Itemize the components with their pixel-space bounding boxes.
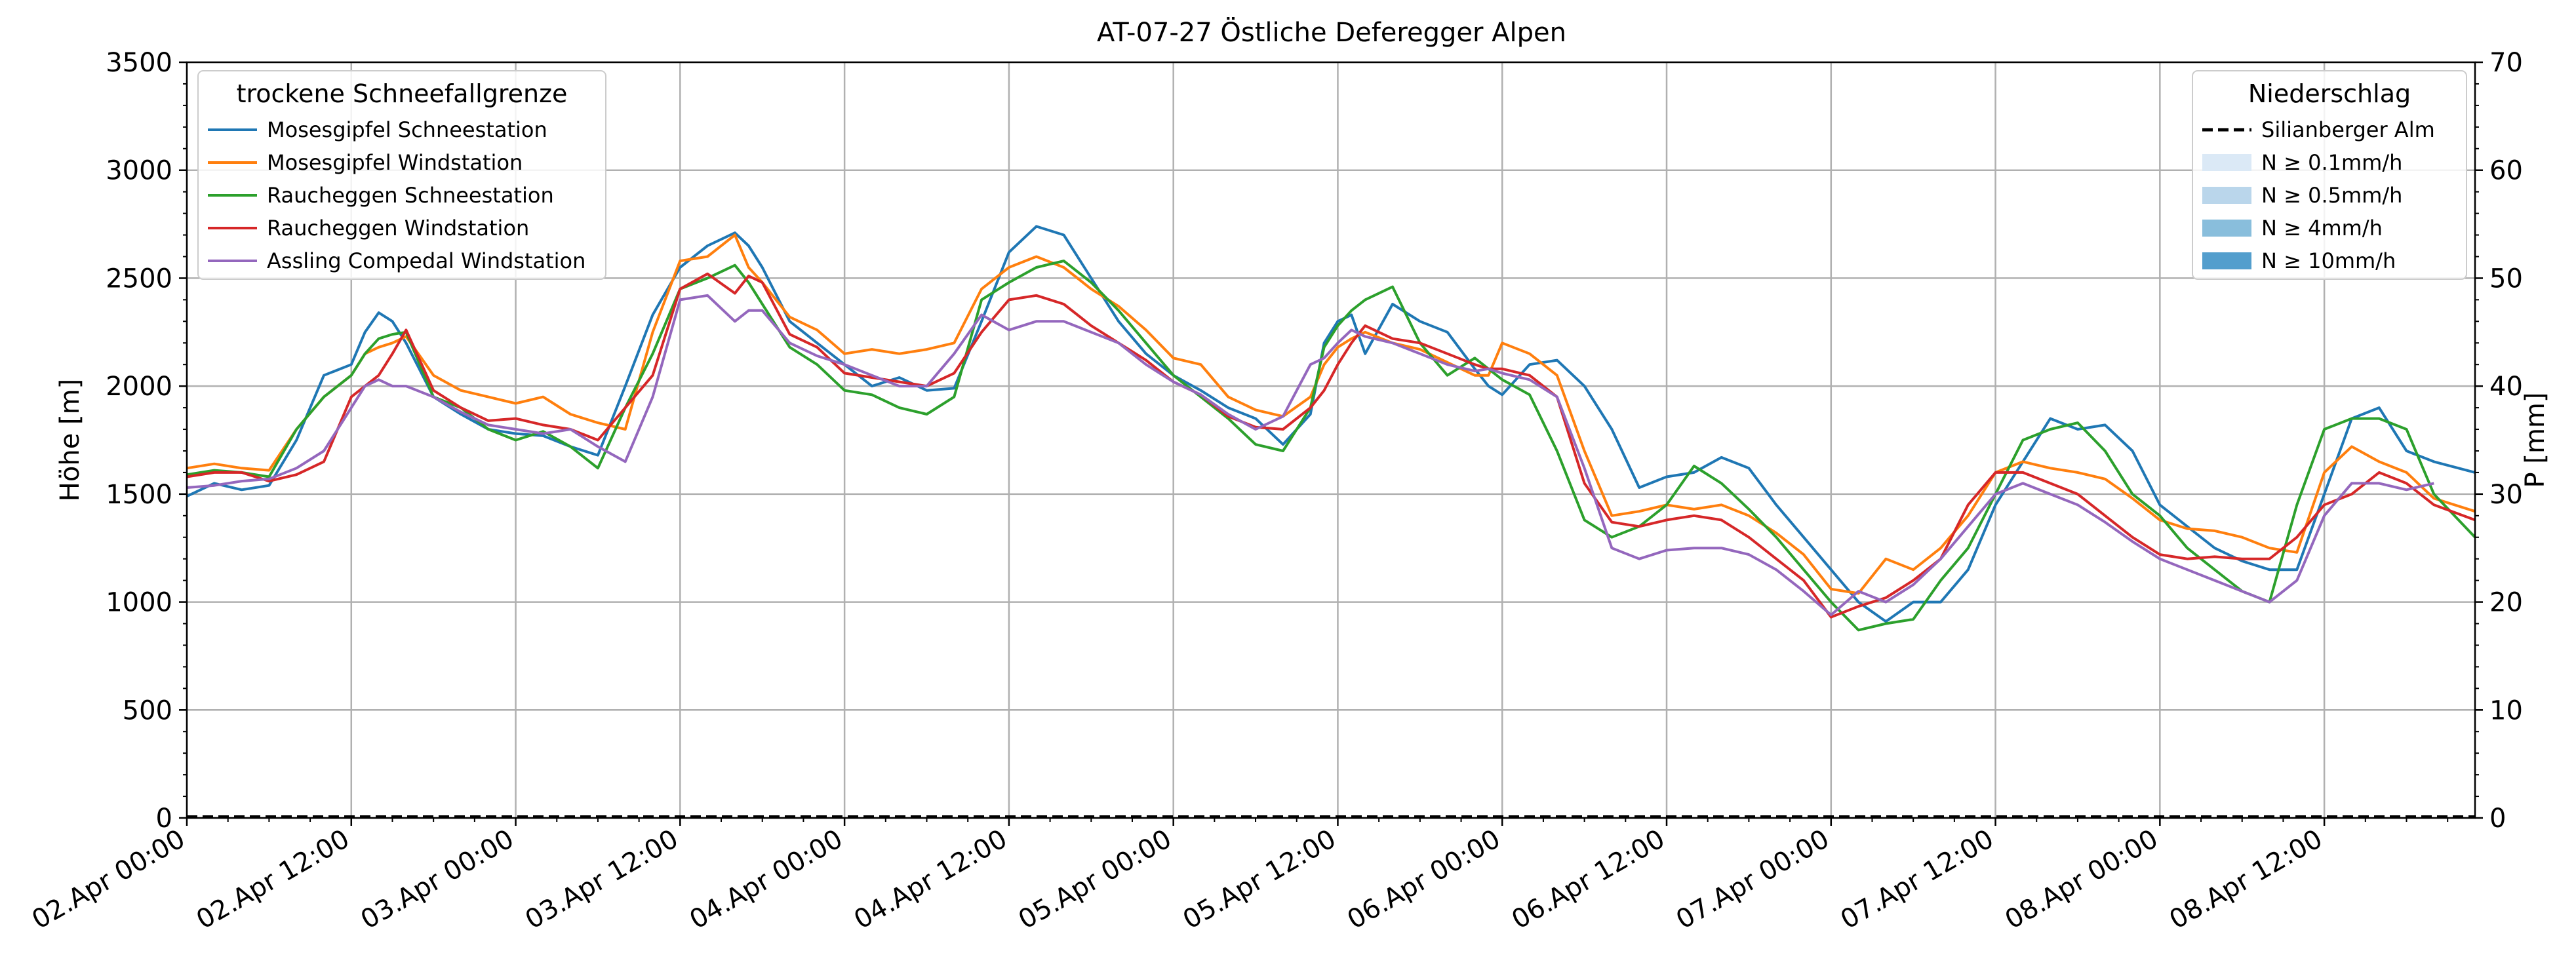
y-right-tick-label: 50 [2489, 263, 2523, 294]
legend-left-label: Mosesgipfel Schneestation [267, 117, 547, 142]
legend-left-box [197, 70, 606, 280]
legend-left-label: Mosesgipfel Windstation [267, 150, 523, 175]
y-axis-right-label: P [mm] [2520, 393, 2550, 488]
legend-right-box [2192, 70, 2467, 280]
legend-left-label: Assling Compedal Windstation [267, 248, 585, 273]
legend-left: trockene Schneefallgrenze Mosesgipfel Sc… [197, 70, 606, 280]
legend-right-label: N ≥ 10mm/h [2261, 248, 2396, 273]
y-tick-label: 1500 [106, 480, 172, 510]
y-tick-label: 3000 [106, 156, 172, 186]
legend-right-label: N ≥ 0.1mm/h [2261, 150, 2402, 175]
legend-right-title: Niederschlag [2248, 79, 2411, 108]
y-tick-label: 2500 [106, 263, 172, 294]
legend-left-label: Raucheggen Windstation [267, 216, 529, 241]
y-right-tick-label: 60 [2489, 156, 2523, 186]
y-right-tick-label: 10 [2489, 695, 2523, 726]
y-right-tick-label: 70 [2489, 48, 2523, 78]
legend-right-items: Silianberger Alm N ≥ 0.1mm/h N ≥ 0.5mm/h N … [2202, 117, 2435, 273]
legend-left-title: trockene Schneefallgrenze [237, 79, 568, 108]
y-right-tick-label: 0 [2489, 804, 2506, 834]
legend-left-label: Raucheggen Schneestation [267, 183, 554, 208]
legend-right-swatch [2202, 220, 2251, 237]
y-tick-label: 0 [156, 804, 172, 834]
chart-title: AT-07-27 Östliche Deferegger Alpen [1097, 16, 1566, 48]
legend-right-swatch [2202, 252, 2251, 269]
legend-right-label: N ≥ 4mm/h [2261, 216, 2383, 241]
y-axis-label: Höhe [m] [55, 379, 85, 501]
y-tick-label: 1000 [106, 588, 172, 618]
y-tick-label: 2000 [106, 372, 172, 402]
legend-right: Niederschlag Silianberger Alm N ≥ 0.1mm/h… [2192, 70, 2467, 280]
series-layer [186, 225, 2476, 632]
y-tick-label: 500 [123, 695, 172, 726]
y-right-tick-label: 40 [2489, 372, 2523, 402]
y-right-tick-label: 30 [2489, 480, 2523, 510]
legend-left-items: Mosesgipfel Schneestation Mosesgipfel Win… [208, 117, 585, 273]
legend-right-swatch [2202, 154, 2251, 171]
legend-right-swatch [2202, 187, 2251, 204]
y-tick-label: 3500 [106, 48, 172, 78]
legend-right-label: N ≥ 0.5mm/h [2261, 183, 2402, 208]
series-line-assling-compedal-windstation [186, 294, 2434, 617]
y-right-tick-label: 20 [2489, 588, 2523, 618]
series-line-raucheggen-windstation [186, 272, 2476, 619]
legend-right-label: Silianberger Alm [2261, 117, 2435, 142]
plot-frame [186, 61, 2476, 819]
